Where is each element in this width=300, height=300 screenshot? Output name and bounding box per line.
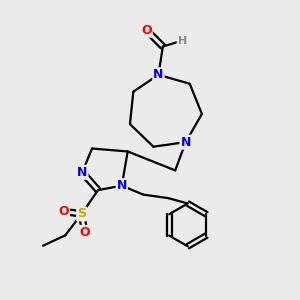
Text: N: N [153,68,164,81]
Text: O: O [79,226,90,239]
Text: O: O [141,24,152,37]
Text: O: O [58,205,69,218]
Text: N: N [77,166,87,179]
Text: N: N [117,179,127,192]
Text: S: S [77,207,86,220]
Text: H: H [178,36,187,46]
Text: N: N [180,136,191,149]
